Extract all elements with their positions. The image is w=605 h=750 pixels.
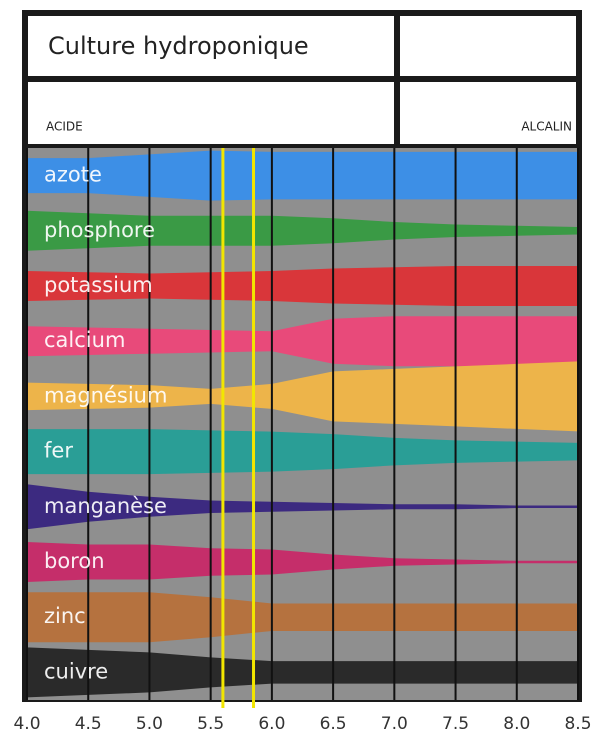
plot: 4.0 4.5 5.0 5.5 6.0 6.5 7.0 7.5 8.0 8.5 azote phosp… xyxy=(13,148,592,734)
x-tick-label: 5.0 xyxy=(136,714,163,734)
nutrient-band xyxy=(27,210,578,251)
scale-box-right xyxy=(400,82,576,144)
x-tick-label: 5.5 xyxy=(197,714,224,734)
nutrient-band xyxy=(27,266,578,306)
title-box-right xyxy=(400,16,576,76)
nutrient-band xyxy=(27,592,578,643)
nutrient-label: azote xyxy=(44,163,102,187)
acid-label: ACIDE xyxy=(46,120,83,134)
nutrient-band xyxy=(27,316,578,367)
nutrient-label: zinc xyxy=(44,604,86,628)
x-tick-label: 8.5 xyxy=(564,714,591,734)
nutrient-label: phosphore xyxy=(44,218,155,242)
nutrient-band xyxy=(27,361,578,432)
scale-box xyxy=(28,82,394,144)
x-tick-label: 8.0 xyxy=(503,714,530,734)
nutrient-label: calcium xyxy=(44,328,125,352)
nutrient-label: potassium xyxy=(44,273,153,297)
title-box xyxy=(28,16,394,76)
x-tick-label: 4.5 xyxy=(75,714,102,734)
nutrient-label: cuivre xyxy=(44,659,108,683)
nutrient-band xyxy=(27,542,578,582)
nutrient-band xyxy=(27,150,578,201)
x-tick-label: 6.0 xyxy=(258,714,285,734)
nutrient-label: manganèse xyxy=(44,494,167,518)
nutrient-label: fer xyxy=(44,439,73,463)
alkaline-label: ALCALIN xyxy=(521,120,572,134)
nutrient-band xyxy=(27,647,578,698)
x-tick-label: 6.5 xyxy=(320,714,347,734)
x-tick-label: 4.0 xyxy=(13,714,40,734)
nutrient-band xyxy=(27,484,578,530)
nutrient-label: boron xyxy=(44,549,105,573)
nutrient-label: magnésium xyxy=(44,383,167,407)
chart-title: Culture hydroponique xyxy=(48,32,309,60)
x-tick-label: 7.5 xyxy=(442,714,469,734)
nutrient-band xyxy=(27,429,578,475)
x-tick-label: 7.0 xyxy=(381,714,408,734)
